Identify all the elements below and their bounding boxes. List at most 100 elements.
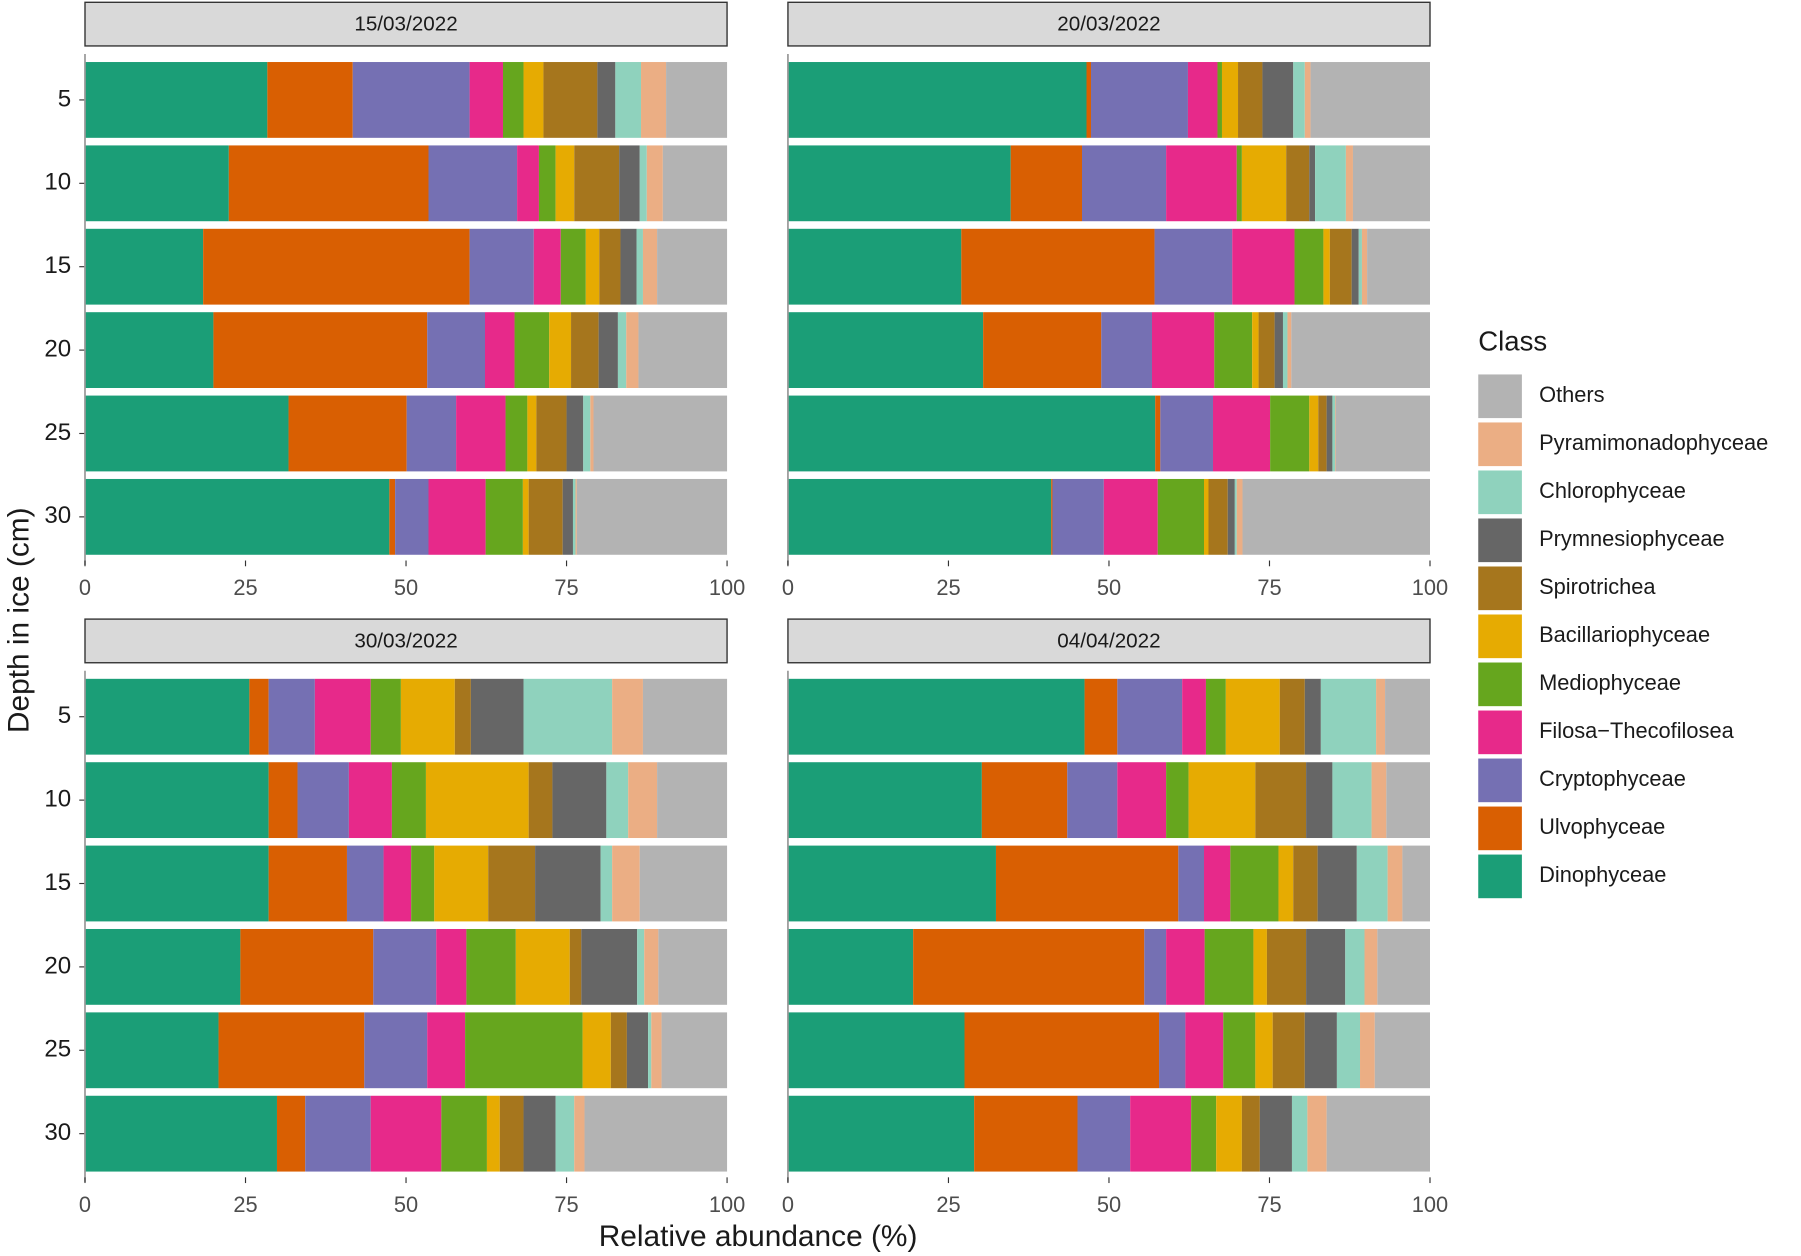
bar-segment [364,1012,428,1089]
y-tick-label: 30 [44,1119,71,1146]
bar-segment [637,928,645,1005]
bar-segment [606,762,629,839]
bar-segment [787,762,982,839]
bar-segment [84,478,390,555]
bar-segment [203,228,470,305]
bar-segment [1241,1095,1260,1172]
bar-segment [268,845,347,922]
bar-segment [1371,762,1387,839]
bar-segment [615,62,642,138]
legend-key [1478,374,1522,419]
bar-segment [787,928,914,1005]
y-tick-label: 25 [44,1036,71,1063]
x-tick-label: 50 [1097,575,1121,600]
bar-segment [1278,845,1294,922]
bar-segment [1221,62,1239,138]
bar-segment [964,1012,1160,1089]
bar-segment [1318,395,1327,472]
y-tick-label: 10 [44,169,71,196]
bar-segment [549,312,572,389]
y-tick-label: 20 [44,335,71,362]
bar-segment [1286,145,1310,222]
x-tick-label: 75 [1257,1192,1281,1217]
bar-segment [406,395,457,472]
bar-segment [657,762,728,839]
bar-segment [642,678,728,755]
bar-segment [454,678,471,755]
x-tick-label: 25 [233,575,257,600]
bar-segment [1364,928,1378,1005]
bar-segment [1214,312,1253,389]
bar-segment [485,312,515,389]
bar-segment [1306,762,1333,839]
bar-segment [428,478,486,555]
bar-segment [268,762,298,839]
bar-segment [1309,395,1319,472]
bar-segment [218,1012,365,1089]
bar-segment [1352,145,1431,222]
bar-segment [1258,312,1275,389]
bar-segment [648,1012,652,1089]
legend-key [1478,758,1522,803]
bar-segment [1287,312,1292,389]
bar-segment [1351,228,1359,305]
bar-segment [1203,845,1231,922]
bar-segment [425,762,529,839]
bar-segment [560,228,586,305]
bar-segment [84,312,214,389]
bar-segment [538,145,556,222]
bar-segment [1010,145,1083,222]
bar-segment [84,845,269,922]
bar-segment [585,228,600,305]
bar-segment [574,145,620,222]
x-axis-title: Relative abundance (%) [599,1220,918,1253]
bar-segment [1315,145,1346,222]
bar-segment [1205,678,1226,755]
bar-segment [619,145,640,222]
y-tick-label: 20 [44,952,71,979]
bar-segment [597,62,616,138]
legend-label: Spirotrichea [1539,574,1656,599]
bar-segment [1052,478,1104,555]
legend-key [1478,806,1522,851]
bar-segment [346,845,384,922]
bar-segment [1402,845,1431,922]
bar-segment [84,228,204,305]
bar-segment [434,845,489,922]
bar-segment [348,762,392,839]
bar-segment [1236,145,1242,222]
bar-segment [1253,928,1267,1005]
x-tick-label: 100 [709,575,745,600]
bar-segment [1304,1012,1337,1089]
bar-segment [514,312,550,389]
bar-segment [636,228,643,305]
bar-segment [617,312,627,389]
y-tick-label: 15 [44,252,71,279]
bar-segment [469,62,503,138]
bar-segment [427,1012,466,1089]
bar-segment [1294,228,1324,305]
bar-segment [1117,678,1183,755]
bar-segment [523,62,544,138]
bar-segment [974,1095,1078,1172]
bar-segment [590,395,594,472]
bar-segment [983,312,1102,389]
bar-segment [411,845,435,922]
bar-segment [599,228,621,305]
bar-segment [651,1012,662,1089]
y-tick-label: 30 [44,502,71,529]
x-tick-label: 25 [936,575,960,600]
legend-title: Class [1478,326,1547,357]
bar-segment [1191,1095,1217,1172]
legend-label: Mediophyceae [1539,670,1681,695]
bar-segment [84,678,250,755]
legend-label: Ulvophyceae [1539,814,1665,839]
bar-segment [1329,228,1352,305]
bar-segment [1157,478,1204,555]
bar-segment [1326,395,1333,472]
bar-segment [600,845,613,922]
bar-segment [787,62,1087,138]
bar-segment [1332,762,1372,839]
x-tick-label: 0 [79,575,91,600]
strip [787,618,1431,664]
